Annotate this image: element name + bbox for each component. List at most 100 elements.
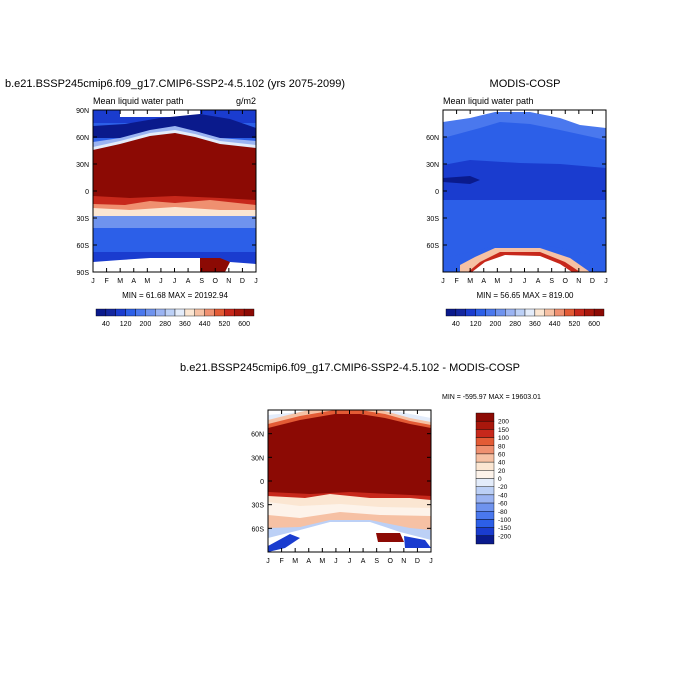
colorbar-swatch (115, 308, 126, 317)
colorbar-swatch (475, 519, 495, 528)
x-tick-label: D (415, 558, 420, 565)
colorbar-label: 200 (490, 321, 502, 328)
colorbar-swatch (125, 308, 136, 317)
panel-model-stats: MIN = 61.68 MAX = 20192.94 (122, 291, 228, 300)
colorbar-label: -60 (498, 501, 508, 508)
colorbar-swatch (495, 308, 506, 317)
colorbar-label: 120 (470, 321, 482, 328)
colorbar-label: 280 (509, 321, 521, 328)
colorbar-swatch (105, 308, 116, 317)
colorbar-swatch (475, 412, 495, 422)
panel-difference-title: b.e21.BSSP245cmip6.f09_g17.CMIP6-SSP2-4.… (180, 362, 520, 374)
x-tick-label: M (144, 278, 150, 285)
colorbar-label: 360 (179, 321, 191, 328)
y-tick-label: 0 (260, 479, 264, 486)
colorbar-swatch (524, 308, 536, 317)
x-tick-label: F (104, 278, 108, 285)
y-tick-label: 90N (76, 108, 89, 115)
y-tick-label: 60S (77, 243, 90, 250)
x-tick-label: J (266, 558, 270, 565)
x-tick-label: N (576, 278, 581, 285)
panel-observations-left-label: Mean liquid water path (443, 96, 534, 106)
x-tick-label: J (604, 278, 608, 285)
colorbar-label: 0 (498, 476, 502, 483)
colorbar-swatch (475, 511, 495, 520)
colorbar-swatch (445, 308, 457, 317)
y-tick-label: 60N (76, 135, 89, 142)
x-tick-label: A (536, 278, 541, 285)
x-tick-label: A (186, 278, 191, 285)
colorbar-swatch (214, 308, 225, 317)
colorbar-swatch (243, 308, 255, 317)
colorbar-label: 120 (120, 321, 132, 328)
colorbar-swatch (475, 470, 495, 479)
colorbar-swatch (574, 308, 585, 317)
colorbar-label: -100 (498, 517, 511, 524)
x-tick-label: J (429, 558, 433, 565)
colorbar-swatch (204, 308, 215, 317)
y-tick-label: 0 (435, 189, 439, 196)
x-tick-label: S (549, 278, 554, 285)
colorbar-swatch (155, 308, 166, 317)
x-tick-label: N (226, 278, 231, 285)
y-tick-label: 30N (76, 162, 89, 169)
panel-model: b.e21.BSSP245cmip6.f09_g17.CMIP6-SSP2-4.… (5, 78, 345, 328)
colorbar-swatch (554, 308, 565, 317)
colorbar-swatch (135, 308, 146, 317)
colorbar-label: 40 (452, 321, 460, 328)
panel-observations-colorbar: 40 120 200 280 360 440 520 600 (445, 308, 605, 328)
x-tick-label: A (306, 558, 311, 565)
panel-model-colorbar: 40 120 200 280 360 440 520 600 (95, 308, 255, 328)
y-tick-label: 30N (251, 455, 264, 462)
colorbar-label: 80 (498, 443, 506, 450)
colorbar-label: 20 (498, 468, 506, 475)
x-tick-label: J (254, 278, 258, 285)
y-tick-label: 60N (426, 135, 439, 142)
colorbar-label: 40 (498, 460, 506, 467)
colorbar-label: 600 (238, 321, 250, 328)
panel-difference-stats: MIN = -595.97 MAX = 19603.01 (442, 394, 541, 401)
colorbar-swatch (475, 420, 495, 430)
colorbar-swatch (475, 486, 495, 496)
colorbar-label: -40 (498, 492, 508, 499)
colorbar-label: 200 (498, 419, 509, 426)
x-tick-label: J (173, 278, 177, 285)
colorbar-swatch (145, 308, 156, 317)
panel-difference-colorbar: 200150100806040200-20-40-60-80-100-150-2… (475, 412, 511, 545)
colorbar-swatch (593, 308, 605, 317)
y-tick-label: 90S (77, 270, 90, 277)
x-tick-label: J (509, 278, 513, 285)
colorbar-label: -150 (498, 525, 511, 532)
x-tick-label: O (388, 558, 394, 565)
colorbar-swatch (475, 527, 495, 537)
colorbar-swatch (564, 308, 575, 317)
colorbar-swatch (164, 308, 176, 317)
x-tick-label: J (523, 278, 527, 285)
colorbar-label: 150 (498, 427, 509, 434)
x-tick-label: F (454, 278, 458, 285)
colorbar-swatch (475, 478, 495, 487)
y-tick-label: 60S (252, 526, 265, 533)
colorbar-swatch (514, 308, 526, 317)
x-tick-label: S (199, 278, 204, 285)
colorbar-swatch (475, 437, 495, 446)
colorbar-swatch (544, 308, 555, 317)
x-tick-label: A (361, 558, 366, 565)
panel-difference-field (268, 410, 431, 552)
colorbar-label: 40 (102, 321, 110, 328)
panel-difference-axes: J F M A M J J A S O N D J 60N 30N 0 30S 60S (251, 410, 433, 565)
colorbar-label: -20 (498, 484, 508, 491)
colorbar-label: -80 (498, 509, 508, 516)
colorbar-label: 440 (199, 321, 211, 328)
panel-observations-title: MODIS-COSP (490, 78, 561, 90)
colorbar-swatch (584, 308, 595, 317)
x-tick-label: J (159, 278, 163, 285)
panel-observations-axes: J F M A M J J A S O N D J 60N 30N 0 30S 60S (426, 110, 608, 285)
panel-model-axes: J F M A M J J A S O N D J 90N 60N 30N 0 30S 60S 90S (76, 108, 258, 285)
y-tick-label: 0 (85, 189, 89, 196)
y-tick-label: 60S (427, 243, 440, 250)
panel-model-units: g/m2 (236, 96, 256, 106)
colorbar-label: -200 (498, 533, 511, 540)
